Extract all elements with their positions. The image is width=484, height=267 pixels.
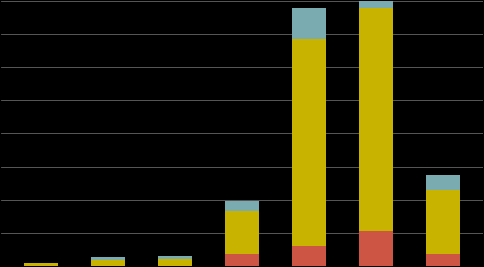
Bar — [24, 263, 58, 266]
Bar — [426, 175, 460, 190]
Bar — [91, 260, 125, 266]
Bar — [359, 8, 393, 231]
Bar — [158, 256, 192, 259]
Bar — [292, 246, 326, 266]
Bar — [359, 0, 393, 8]
Bar — [225, 211, 259, 254]
Bar — [91, 257, 125, 260]
Bar — [292, 8, 326, 39]
Bar — [225, 201, 259, 211]
Bar — [426, 254, 460, 266]
Bar — [426, 190, 460, 254]
Bar — [292, 39, 326, 246]
Bar — [225, 254, 259, 266]
Bar — [359, 231, 393, 266]
Bar — [158, 259, 192, 266]
